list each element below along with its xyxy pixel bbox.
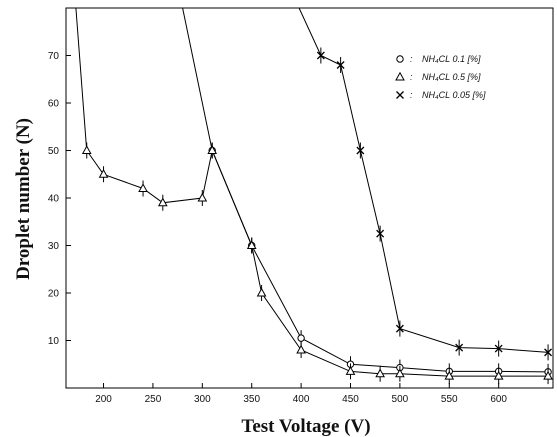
x-marker [395, 324, 404, 333]
circle-marker [396, 55, 404, 63]
x-tick-label: 450 [342, 394, 359, 405]
triangle-marker [493, 370, 504, 380]
x-marker [494, 344, 503, 353]
legend-label: NH₄CL 0.05 [%] [422, 90, 486, 100]
x-tick-label: 550 [441, 394, 458, 405]
x-marker [356, 146, 365, 155]
triangle-marker [296, 344, 306, 354]
triangle-marker [345, 366, 356, 375]
x-tick-label: 400 [293, 394, 310, 405]
x-tick-label: 300 [194, 394, 211, 405]
x-tick-label: 500 [392, 394, 409, 405]
y-axis-title: Droplet number (N) [13, 118, 34, 280]
y-tick-label: 10 [48, 336, 60, 347]
legend-separator: : [410, 90, 413, 100]
y-tick-label: 20 [48, 289, 60, 300]
series-line-1 [75, 8, 549, 377]
triangle-marker [444, 370, 455, 380]
series-line-0 [182, 8, 549, 373]
triangle-marker [81, 145, 92, 154]
triangle-marker [138, 183, 148, 192]
y-tick-label: 30 [48, 241, 60, 252]
tick-layer: 200 250 300 350 400 450 500 550 600 10 20 30 40 50 60 7… [48, 51, 508, 405]
legend-label: NH₄CL 0.5 [%] [422, 72, 481, 82]
series-markers [81, 47, 553, 385]
x-axis-title: Test Voltage (V) [241, 416, 370, 437]
x-marker [544, 348, 553, 357]
legend-label: NH₄CL 0.1 [%] [422, 54, 481, 64]
x-marker [376, 229, 385, 238]
x-marker [396, 91, 404, 99]
triangle-marker [375, 368, 385, 378]
triangle-marker [197, 192, 208, 202]
legend: : NH₄CL 0.1 [%]: NH₄CL 0.5 [%]: NH₄CL 0.05 … [395, 54, 486, 100]
x-tick-label: 250 [145, 394, 162, 405]
y-tick-label: 50 [48, 146, 60, 157]
triangle-marker [256, 287, 267, 297]
triangle-marker [246, 240, 257, 249]
triangle-marker [98, 169, 109, 178]
y-tick-label: 70 [48, 51, 60, 62]
triangle-marker [207, 145, 218, 154]
triangle-marker [395, 71, 405, 81]
x-marker [336, 61, 345, 69]
x-marker [316, 51, 325, 60]
y-tick-label: 60 [48, 99, 60, 110]
x-tick-label: 200 [95, 394, 112, 405]
x-marker [455, 343, 464, 352]
x-tick-label: 350 [243, 394, 260, 405]
legend-separator: : [410, 54, 413, 64]
circle-marker [297, 334, 305, 342]
plot-frame [65, 7, 554, 389]
triangle-marker [543, 370, 553, 380]
triangle-marker [157, 197, 168, 207]
x-tick-label: 600 [490, 394, 507, 405]
y-tick-label: 40 [48, 194, 60, 205]
legend-separator: : [410, 72, 413, 82]
triangle-marker [395, 368, 405, 378]
